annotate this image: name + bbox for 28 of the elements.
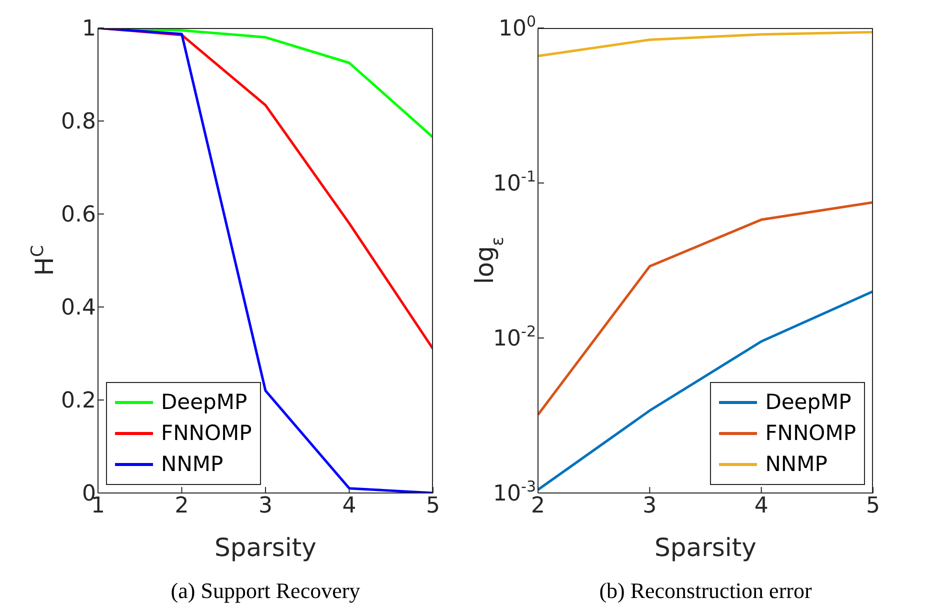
y-tick-label: 0.4: [61, 296, 96, 321]
y-tick-label: 10$^{0}$: [498, 12, 536, 42]
legend-label: FNNOMP: [765, 420, 856, 447]
text: (a) Support Recovery: [170, 578, 362, 604]
x-tick-label: 2: [174, 494, 189, 519]
legend-label: FNNOMP: [161, 420, 252, 447]
text: (b) Reconstruction error: [598, 578, 813, 604]
y-tick-label: 10$^{-2}$: [493, 322, 536, 352]
line-series: [538, 30, 873, 58]
legend-label: NNMP: [161, 451, 224, 478]
legend-label: DeepMP: [161, 389, 248, 416]
x-tick-label: 4: [754, 494, 768, 519]
x-axis-title: Sparsity: [654, 533, 758, 562]
legend-label: DeepMP: [765, 389, 852, 416]
x-tick-label: 3: [258, 494, 272, 519]
line-series: [538, 201, 873, 416]
x-axis-title: Sparsity: [214, 533, 318, 562]
y-tick-label: 0.8: [61, 110, 96, 135]
x-tick-label: 5: [866, 494, 880, 519]
y-tick-label: 10$^{-1}$: [493, 168, 536, 197]
y-tick-label: 0.2: [61, 388, 96, 414]
y-tick-label: 0.6: [61, 202, 96, 228]
x-tick-label: 4: [342, 494, 356, 519]
legend-label: NNMP: [765, 451, 828, 478]
x-tick-label: 3: [642, 494, 657, 519]
line-series: [538, 290, 873, 491]
x-tick-label: 5: [426, 494, 440, 519]
y-tick-label: 1: [82, 16, 96, 42]
